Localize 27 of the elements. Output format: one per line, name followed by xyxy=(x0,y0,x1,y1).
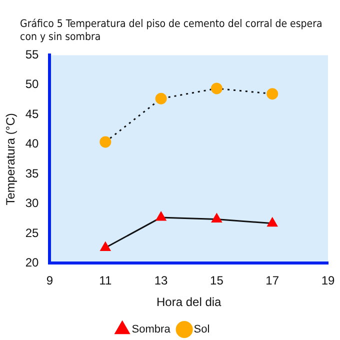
y-tick-label: 30 xyxy=(25,196,40,210)
x-tick-label: 17 xyxy=(266,274,280,288)
x-axis-title: Hora del dia xyxy=(156,295,222,310)
point xyxy=(210,82,222,94)
chart-title: Gráfico 5 Temperatura del piso de cemento del corral de espera con y sin sombra xyxy=(20,18,324,44)
point xyxy=(156,212,166,221)
x-tick-label: 9 xyxy=(46,274,54,288)
x-tick-label: 15 xyxy=(210,274,224,288)
y-tick-label: 20 xyxy=(25,256,40,270)
y-tick-label: 40 xyxy=(25,136,40,151)
point xyxy=(100,242,110,251)
legend-label: Sol xyxy=(194,324,210,336)
x-tick-label: 19 xyxy=(321,274,335,288)
y-tick-label: 25 xyxy=(25,226,40,240)
y-axis-title: Temperatura (°C) xyxy=(4,113,18,206)
y-tick-label: 35 xyxy=(25,166,40,180)
point xyxy=(100,136,112,148)
y-tick-label: 50 xyxy=(25,77,40,92)
y-tick-label: 55 xyxy=(25,48,40,62)
point xyxy=(155,92,167,104)
y-tick-label: 45 xyxy=(25,106,40,121)
x-tick-label: 13 xyxy=(154,274,168,288)
point xyxy=(212,213,222,222)
point xyxy=(267,218,278,227)
legend-label: Sombra xyxy=(132,324,172,336)
point xyxy=(266,88,278,100)
x-tick-label: 11 xyxy=(99,274,112,288)
